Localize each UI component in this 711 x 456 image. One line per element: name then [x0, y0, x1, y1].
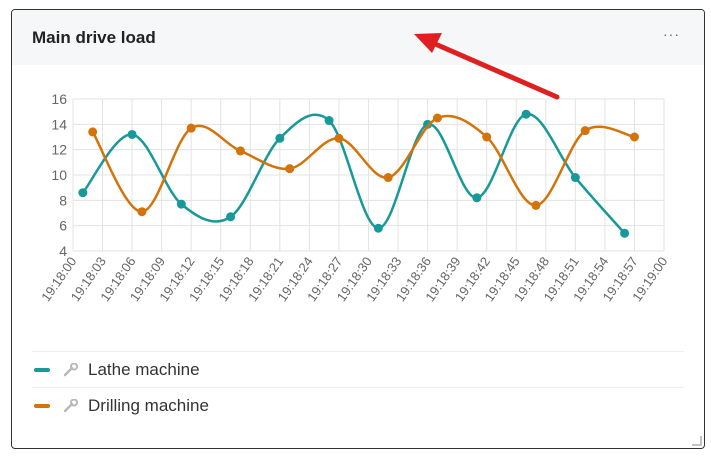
data-point-lathe — [373, 223, 383, 233]
data-point-lathe — [521, 109, 531, 119]
line-chart: 4 6 8 10 12 14 16 19:18:00 19:18:03 19:18:06 19:18… — [12, 65, 704, 345]
data-point-drilling — [88, 127, 98, 137]
data-point-drilling — [235, 146, 245, 156]
legend-label-lathe: Lathe machine — [88, 359, 200, 379]
data-point-lathe — [324, 116, 334, 126]
y-tick-label: 8 — [59, 192, 67, 208]
legend-label-drilling: Drilling machine — [88, 395, 209, 415]
data-point-drilling — [186, 123, 196, 133]
y-tick-label: 4 — [59, 243, 67, 259]
data-point-drilling — [334, 133, 344, 143]
chart-svg: 4681012141619:18:0019:18:0319:18:0619:18… — [38, 91, 670, 304]
data-point-drilling — [580, 126, 590, 136]
resize-handle[interactable] — [692, 436, 702, 446]
widget-card: Main drive load ··· 4 6 8 10 12 14 16 19:18:00 1… — [11, 9, 705, 449]
legend-swatch-lathe — [34, 367, 50, 372]
y-tick-label: 16 — [51, 91, 67, 107]
data-point-drilling — [432, 113, 442, 123]
data-point-lathe — [275, 133, 285, 143]
data-point-lathe — [472, 193, 482, 203]
chart-legend: Lathe machine Drilling machine — [32, 351, 684, 423]
card-title: Main drive load — [32, 28, 156, 47]
wrench-icon — [63, 362, 78, 376]
data-point-lathe — [78, 188, 88, 198]
data-point-lathe — [127, 129, 137, 139]
data-point-lathe — [176, 199, 186, 209]
y-tick-label: 10 — [51, 167, 67, 183]
data-point-drilling — [531, 200, 541, 210]
wrench-icon — [63, 398, 78, 412]
data-point-drilling — [285, 164, 295, 174]
legend-item-drilling[interactable]: Drilling machine — [32, 387, 684, 423]
y-tick-label: 14 — [51, 116, 67, 132]
data-point-drilling — [629, 132, 639, 142]
series-line-drilling — [91, 114, 635, 213]
more-dots-icon[interactable]: ··· — [663, 26, 680, 42]
data-point-drilling — [383, 173, 393, 183]
data-point-lathe — [620, 228, 630, 238]
legend-item-lathe[interactable]: Lathe machine — [32, 351, 684, 387]
data-point-lathe — [570, 173, 580, 183]
series-line-lathe — [81, 112, 626, 235]
data-point-drilling — [482, 132, 492, 142]
data-point-lathe — [226, 212, 236, 222]
legend-swatch-drilling — [34, 403, 50, 408]
y-tick-label: 12 — [51, 142, 67, 158]
card-header: Main drive load ··· — [12, 10, 704, 65]
y-tick-label: 6 — [59, 218, 67, 234]
data-point-drilling — [137, 207, 147, 217]
